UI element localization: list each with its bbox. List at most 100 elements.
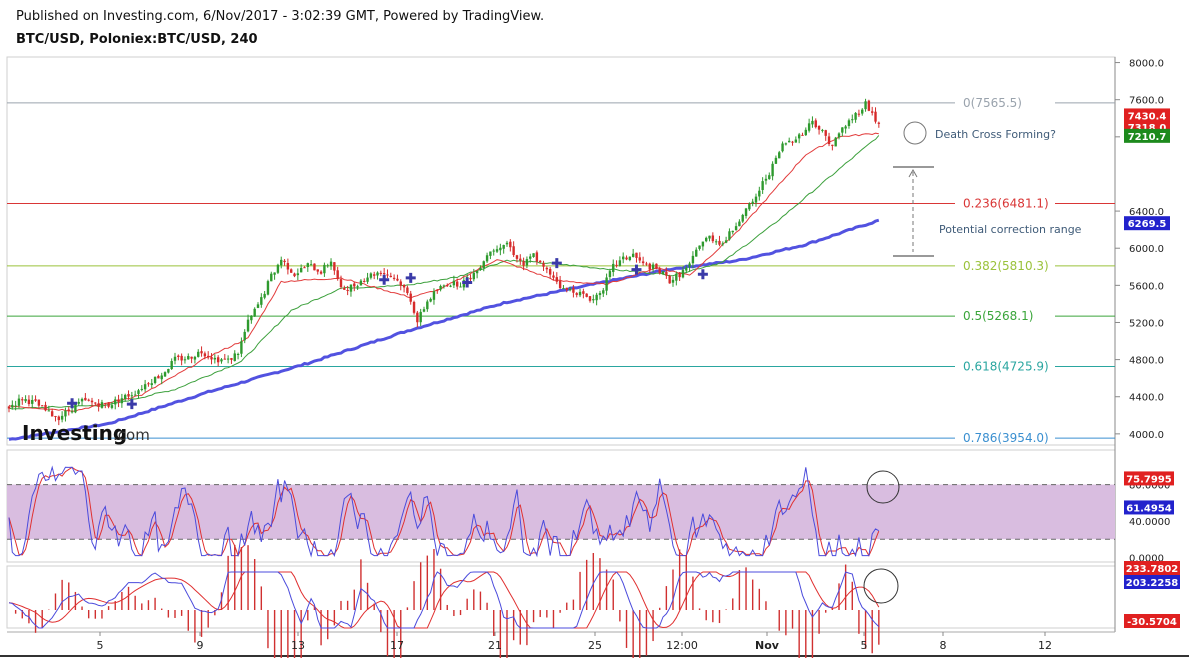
price-tag-text: 7318.0 (1128, 123, 1167, 134)
candle-body (27, 399, 31, 405)
stoch-tick-label: 0.0000 (1129, 553, 1164, 564)
candle-body (160, 375, 163, 380)
y-tick-label: 5200.0 (1129, 318, 1164, 329)
candle-body (319, 271, 323, 274)
candle-body (751, 201, 754, 204)
macd-tag (1124, 614, 1180, 628)
candle-body (396, 278, 399, 281)
candle-body (14, 405, 17, 407)
cross-marker (379, 274, 390, 285)
x-tick-label: 12:00 (666, 639, 698, 652)
candle-body (389, 275, 392, 278)
candle-body (837, 133, 841, 138)
logo-suffix: .com (113, 426, 150, 444)
candle-body (459, 286, 462, 288)
candle-body (412, 302, 416, 313)
candle-body (499, 247, 502, 251)
candle-body (841, 127, 844, 133)
candle-body (645, 263, 648, 265)
candle-body (797, 134, 801, 139)
fib-label: 0(7565.5) (963, 96, 1022, 110)
candle-body (774, 157, 778, 164)
macd-circle (863, 568, 899, 604)
candle-body (764, 178, 768, 181)
candle-body (41, 405, 44, 407)
candle-body (293, 273, 296, 277)
y-tick-label: 6400.0 (1129, 207, 1164, 218)
x-tick-label: 25 (588, 639, 602, 652)
candle-body (542, 263, 545, 267)
candle-body (705, 237, 708, 242)
death-cross-circle (903, 121, 927, 145)
candle-body (216, 357, 220, 363)
candle-body (675, 273, 678, 281)
stoch-circle (866, 470, 900, 504)
candle-body (608, 271, 612, 277)
candle-body (296, 273, 300, 276)
candle-body (323, 264, 326, 274)
candle-body (339, 279, 343, 288)
candle-body (379, 272, 383, 274)
candle-body (376, 272, 379, 276)
candle-body (595, 294, 598, 301)
candle-body (525, 259, 529, 266)
candle-body (864, 101, 867, 110)
candle-body (548, 268, 552, 275)
candle-body (685, 267, 688, 271)
candle-body (512, 246, 515, 256)
candle-body (77, 401, 80, 404)
price-tag (1124, 108, 1170, 123)
stoch-tag (1124, 471, 1174, 486)
fib-label: 0.236(6481.1) (963, 197, 1049, 211)
candle-body (758, 190, 761, 197)
price-tag (1124, 216, 1170, 231)
candle-body (193, 356, 197, 360)
candle-body (47, 410, 51, 412)
candle-body (532, 253, 535, 257)
x-tick-label: 5 (97, 639, 104, 652)
candle-body (834, 137, 837, 147)
candle-body (230, 358, 233, 360)
cross-marker (405, 272, 416, 283)
candle-body (741, 214, 744, 222)
candle-body (130, 395, 134, 397)
candle-body (356, 286, 359, 288)
candle-body (867, 100, 871, 111)
candle-body (200, 351, 203, 354)
candle-body (107, 402, 110, 407)
macd-line (8, 571, 880, 629)
candle-body (565, 287, 568, 290)
macd-tag-text: 203.2258 (1126, 578, 1179, 589)
candle-body (382, 273, 386, 275)
candle-body (811, 120, 814, 125)
candle-body (854, 112, 857, 120)
candle-body (801, 134, 804, 136)
candle-body (655, 263, 658, 270)
candle-body (426, 301, 429, 310)
candle-body (309, 264, 313, 266)
x-tick-label: 17 (390, 639, 404, 652)
x-tick-label: 8 (940, 639, 947, 652)
candle-body (734, 226, 738, 231)
logo-text: Investing (22, 421, 127, 445)
candle-body (648, 263, 651, 270)
macd-signal-line (8, 571, 880, 629)
candle-body (794, 139, 798, 143)
candle-body (505, 242, 509, 245)
fib-label: 0.618(4725.9) (963, 359, 1049, 373)
x-tick-label: Nov (755, 639, 780, 652)
candle-body (11, 404, 14, 408)
candle-body (861, 109, 864, 114)
y-tick-label: 6000.0 (1129, 244, 1164, 255)
candle-body (369, 273, 373, 278)
candle-body (7, 406, 11, 409)
candle-body (170, 361, 173, 369)
candle-body (266, 281, 270, 295)
candle-body (303, 267, 306, 269)
candle-body (273, 272, 276, 275)
candle-body (562, 288, 565, 290)
candle-body (718, 240, 721, 245)
candle-body (449, 285, 452, 287)
candle-body (452, 280, 456, 286)
